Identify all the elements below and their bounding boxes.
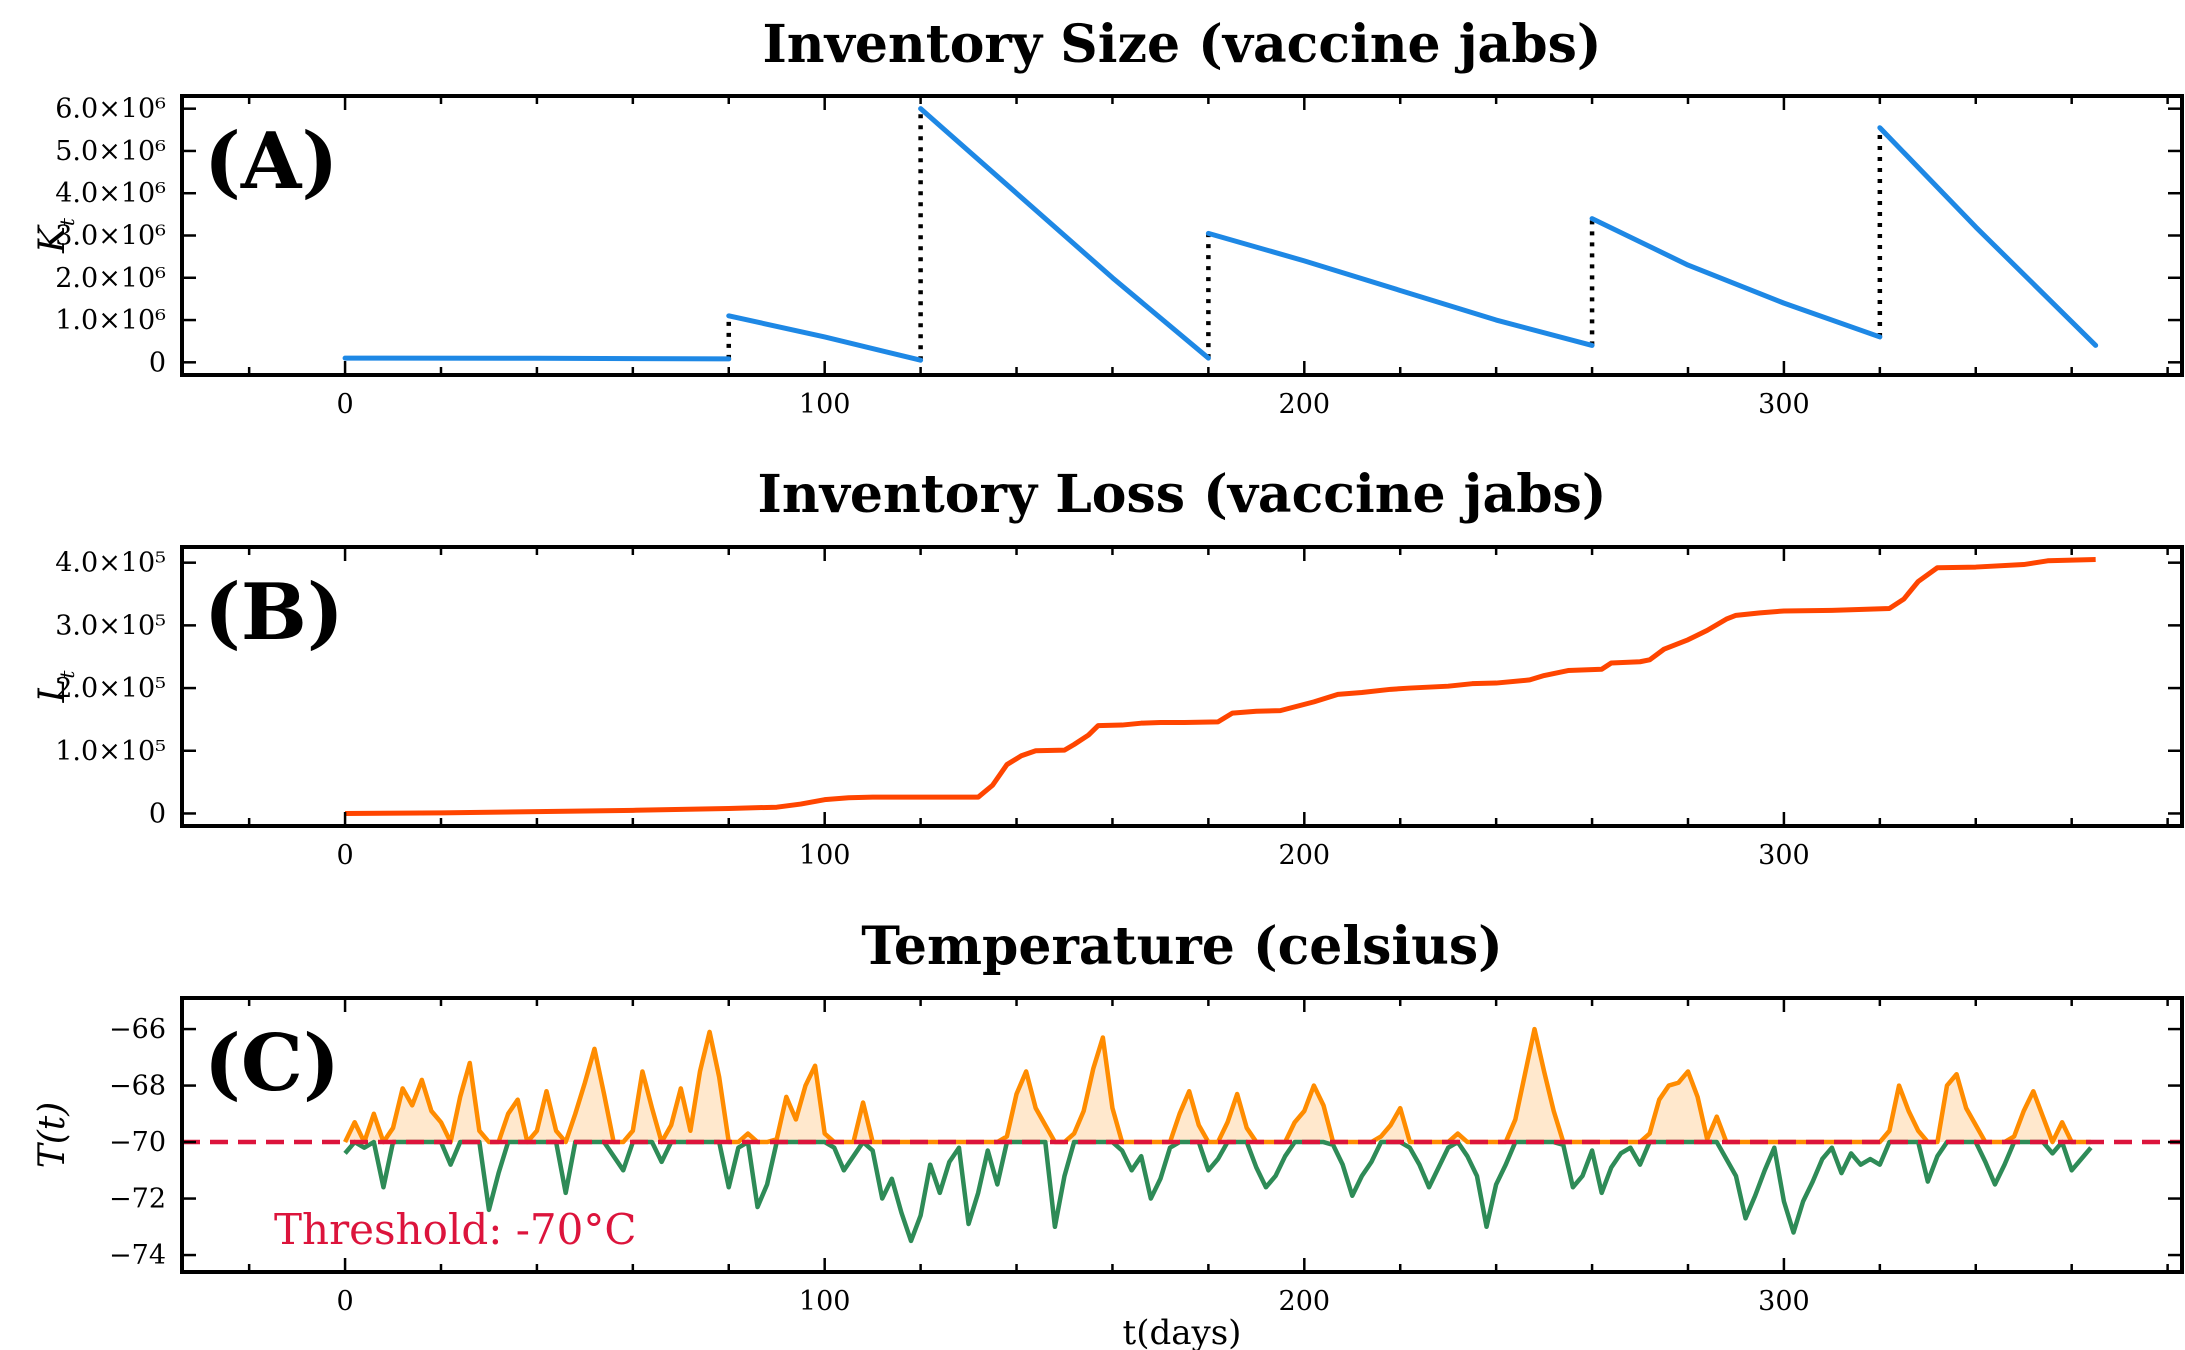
panel-c: Temperature (celsius) Threshold: -70°C 0 10…: [32, 916, 2184, 1350]
axes-frame: [180, 996, 2184, 1274]
inventory-segment-5: [1589, 216, 1883, 340]
plot-area: [182, 1026, 2182, 1244]
inventory-segment-1: [342, 355, 732, 362]
y-tick-label: 0: [149, 347, 166, 378]
y-tick-label: 0: [149, 798, 166, 829]
y-tick-label: −72: [109, 1184, 166, 1215]
x-tick-label: 200: [1279, 840, 1331, 871]
x-tick-label: 300: [1758, 389, 1810, 420]
y-axis-label: Kt: [32, 217, 79, 254]
y-tick-label: 2.0×10⁵: [55, 673, 166, 704]
y-tick-label: 6.0×10⁶: [55, 94, 166, 125]
above-threshold-line: [343, 1026, 2091, 1145]
y-tick-label: 4.0×10⁵: [55, 548, 166, 579]
inventory-segment-2: [726, 313, 924, 363]
x-tick-label: 0: [336, 1286, 353, 1317]
inventory-segment-3: [918, 106, 1211, 361]
plot-area: [342, 106, 2099, 363]
panel-label: (A): [204, 116, 338, 207]
panel-a: Inventory Size (vaccine jabs) 0 100 200 300 0…: [32, 14, 2184, 420]
y-axis-label: Lt: [32, 670, 79, 704]
axes-frame: [180, 545, 2184, 828]
y-tick-label: −66: [109, 1014, 166, 1045]
x-tick-label: 300: [1758, 840, 1810, 871]
y-tick-label: 2.0×10⁶: [55, 263, 166, 294]
panel-title: Temperature (celsius): [861, 916, 1503, 977]
y-tick-label: −70: [109, 1127, 166, 1158]
panel-title: Inventory Loss (vaccine jabs): [758, 464, 1607, 525]
y-axis-label-main: K: [32, 224, 73, 254]
y-tick-label: −74: [109, 1240, 166, 1271]
x-tick-label: 100: [799, 840, 851, 871]
x-tick-label: 0: [336, 840, 353, 871]
inventory-segment-6: [1877, 125, 2099, 348]
y-tick-label: 3.0×10⁶: [55, 221, 166, 252]
y-axis-label-main: L: [32, 679, 73, 704]
y-axis-label-main: T(t): [32, 1102, 73, 1169]
y-axis-label-subscript: t: [55, 670, 79, 679]
y-tick-label: −68: [109, 1071, 166, 1102]
plot-area: [345, 557, 2096, 816]
y-tick-label: 3.0×10⁵: [55, 610, 166, 641]
x-tick-label: 100: [799, 389, 851, 420]
inventory-segment-4: [1205, 230, 1595, 348]
x-tick-label: 100: [799, 1286, 851, 1317]
y-tick-label: 1.0×10⁵: [55, 736, 166, 767]
above-threshold-fill: [345, 1029, 2091, 1143]
threshold-label: Threshold: -70°C: [274, 1205, 636, 1254]
y-axis-label-subscript: t: [55, 217, 79, 226]
x-tick-label: 0: [336, 389, 353, 420]
loss-series-line: [345, 557, 2096, 816]
x-tick-label: 200: [1279, 1286, 1331, 1317]
panel-label: (C): [204, 1018, 340, 1109]
y-tick-label: 1.0×10⁶: [55, 305, 166, 336]
x-tick-label: 300: [1758, 1286, 1810, 1317]
x-axis-label: t(days): [1123, 1313, 1242, 1350]
panel-title: Inventory Size (vaccine jabs): [762, 14, 1601, 75]
y-axis-label: T(t): [32, 1102, 73, 1169]
panel-b: Inventory Loss (vaccine jabs) 0 100 200 300 0…: [32, 464, 2184, 871]
y-tick-label: 5.0×10⁶: [55, 136, 166, 167]
x-tick-label: 200: [1279, 389, 1331, 420]
y-tick-label: 4.0×10⁶: [55, 178, 166, 209]
panel-label: (B): [204, 567, 344, 658]
